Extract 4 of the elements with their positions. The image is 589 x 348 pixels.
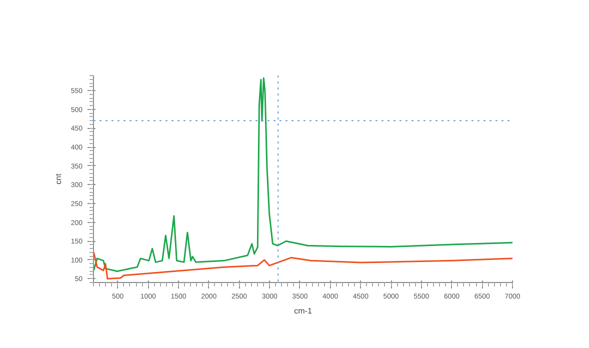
- line-series: [94, 252, 512, 280]
- x-axis-title: cm-1: [294, 306, 312, 316]
- y-axis-title: cnt: [54, 172, 63, 184]
- line-series: [94, 77, 512, 272]
